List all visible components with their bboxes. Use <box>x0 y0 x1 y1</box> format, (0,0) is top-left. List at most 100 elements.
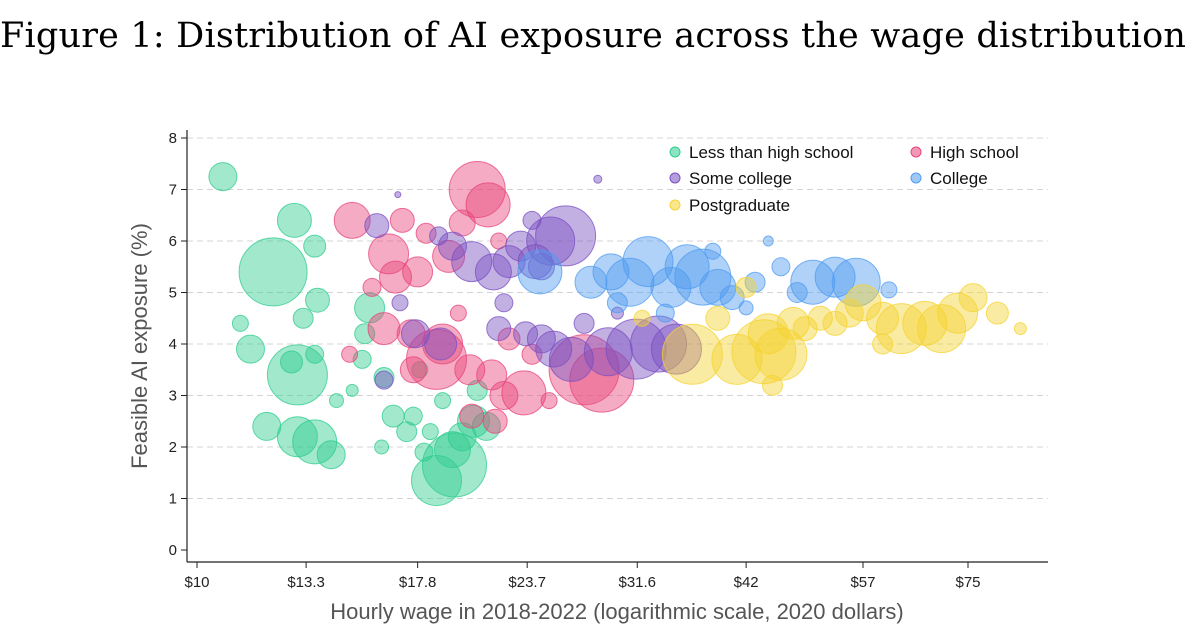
data-point-some-college <box>548 336 594 382</box>
data-point-less-than-high-school <box>329 393 344 409</box>
data-point-high-school <box>448 161 506 218</box>
data-point-some-college <box>429 226 449 246</box>
legend-label-college: College <box>930 169 988 188</box>
data-point-less-than-high-school <box>466 379 488 401</box>
y-tick-label: 0 <box>169 542 177 559</box>
data-point-college <box>771 257 791 277</box>
data-point-high-school <box>362 277 382 297</box>
data-point-some-college <box>494 293 514 313</box>
data-point-high-school <box>482 408 508 434</box>
data-point-high-school <box>548 334 620 406</box>
y-tick-label: 1 <box>169 491 177 508</box>
data-point-postgraduate <box>807 305 833 331</box>
data-point-some-college <box>451 241 493 283</box>
data-point-less-than-high-school <box>292 307 314 329</box>
data-point-less-than-high-school <box>231 314 249 332</box>
data-point-less-than-high-school <box>434 431 471 469</box>
x-tick-label: $23.7 <box>508 574 546 591</box>
data-point-high-school <box>569 347 635 413</box>
data-point-high-school <box>333 201 371 239</box>
data-point-high-school <box>389 207 415 233</box>
legend-swatch-less-than-high-school <box>669 146 681 158</box>
data-point-postgraduate <box>661 323 723 385</box>
data-point-high-school <box>341 345 359 363</box>
x-tick-label: $17.8 <box>399 574 437 591</box>
data-point-high-school <box>368 233 410 275</box>
data-point-high-school <box>415 222 437 244</box>
data-point-some-college <box>492 245 526 279</box>
data-point-postgraduate <box>917 304 967 354</box>
data-point-some-college <box>424 327 458 361</box>
data-point-less-than-high-school <box>411 455 462 506</box>
data-point-some-college <box>486 316 512 342</box>
data-point-postgraduate <box>792 316 818 342</box>
y-tick-label: 3 <box>169 388 177 405</box>
y-tick-label: 4 <box>169 336 177 353</box>
x-tick-label: $57 <box>850 574 875 591</box>
data-point-less-than-high-school <box>238 237 308 307</box>
data-point-high-school <box>367 312 401 346</box>
data-point-high-school <box>449 304 467 322</box>
series-less-than-high-school <box>208 162 501 506</box>
data-point-some-college <box>535 330 573 368</box>
data-point-less-than-high-school <box>266 344 328 406</box>
data-point-high-school <box>379 260 412 294</box>
data-point-high-school <box>501 370 547 416</box>
legend-label-some-college: Some college <box>689 169 792 188</box>
data-point-college <box>814 256 856 298</box>
data-point-high-school <box>399 356 427 384</box>
data-point-less-than-high-school <box>305 344 325 364</box>
data-point-some-college <box>527 253 555 281</box>
data-point-less-than-high-school <box>421 423 439 441</box>
legend-swatch-college <box>910 172 922 184</box>
x-ticks: $10 $13.3 $17.8 $23.7 $31.6 $42 $57 $75 <box>184 562 981 591</box>
x-tick-label: $42 <box>734 574 759 591</box>
data-point-high-school <box>489 381 519 410</box>
series-postgraduate <box>633 276 1027 396</box>
data-point-college <box>592 253 630 291</box>
data-point-postgraduate <box>937 292 979 334</box>
data-point-less-than-high-school <box>374 439 390 455</box>
y-tick-label: 5 <box>169 285 177 302</box>
data-point-college <box>664 244 710 290</box>
legend-label-high-school: High school <box>930 143 1019 162</box>
axes <box>186 130 1048 563</box>
y-axis-title: Feasible AI exposure (%) <box>127 223 152 469</box>
data-point-less-than-high-school <box>236 334 265 364</box>
data-point-some-college <box>474 253 512 291</box>
data-point-college <box>606 292 628 314</box>
data-point-high-school <box>459 403 485 429</box>
data-point-less-than-high-school <box>316 440 346 470</box>
series-high-school <box>333 161 635 434</box>
legend-swatch-high-school <box>910 146 922 158</box>
data-point-less-than-high-school <box>276 202 312 238</box>
data-point-some-college <box>391 294 409 312</box>
data-point-some-college <box>364 213 390 239</box>
y-tick-label: 6 <box>169 233 177 250</box>
legend-label-less-than-high-school: Less than high school <box>689 143 853 162</box>
data-point-postgraduate <box>705 305 731 331</box>
data-point-some-college <box>583 327 633 377</box>
data-point-postgraduate <box>735 276 757 298</box>
data-point-less-than-high-school <box>434 392 452 410</box>
x-tick-label: $31.6 <box>618 574 656 591</box>
data-point-college <box>574 265 608 299</box>
data-point-high-school <box>465 182 511 228</box>
y-tick-label: 8 <box>169 130 177 147</box>
data-points <box>208 161 1027 506</box>
data-point-postgraduate <box>872 333 894 355</box>
data-point-some-college <box>394 191 402 199</box>
y-ticks: 0 1 2 3 4 5 6 7 8 <box>169 130 187 559</box>
data-point-college <box>605 257 655 307</box>
data-point-some-college <box>593 174 603 184</box>
data-point-college <box>831 257 881 307</box>
data-point-some-college <box>513 321 539 347</box>
x-axis-title: Hourly wage in 2018-2022 (logarithmic sc… <box>330 599 904 624</box>
data-point-less-than-high-school <box>208 162 238 192</box>
data-point-some-college <box>401 319 430 349</box>
series-some-college <box>364 174 702 390</box>
data-point-high-school <box>540 392 558 410</box>
data-point-high-school <box>402 256 434 288</box>
data-point-some-college <box>630 315 687 373</box>
data-point-postgraduate <box>747 313 789 355</box>
